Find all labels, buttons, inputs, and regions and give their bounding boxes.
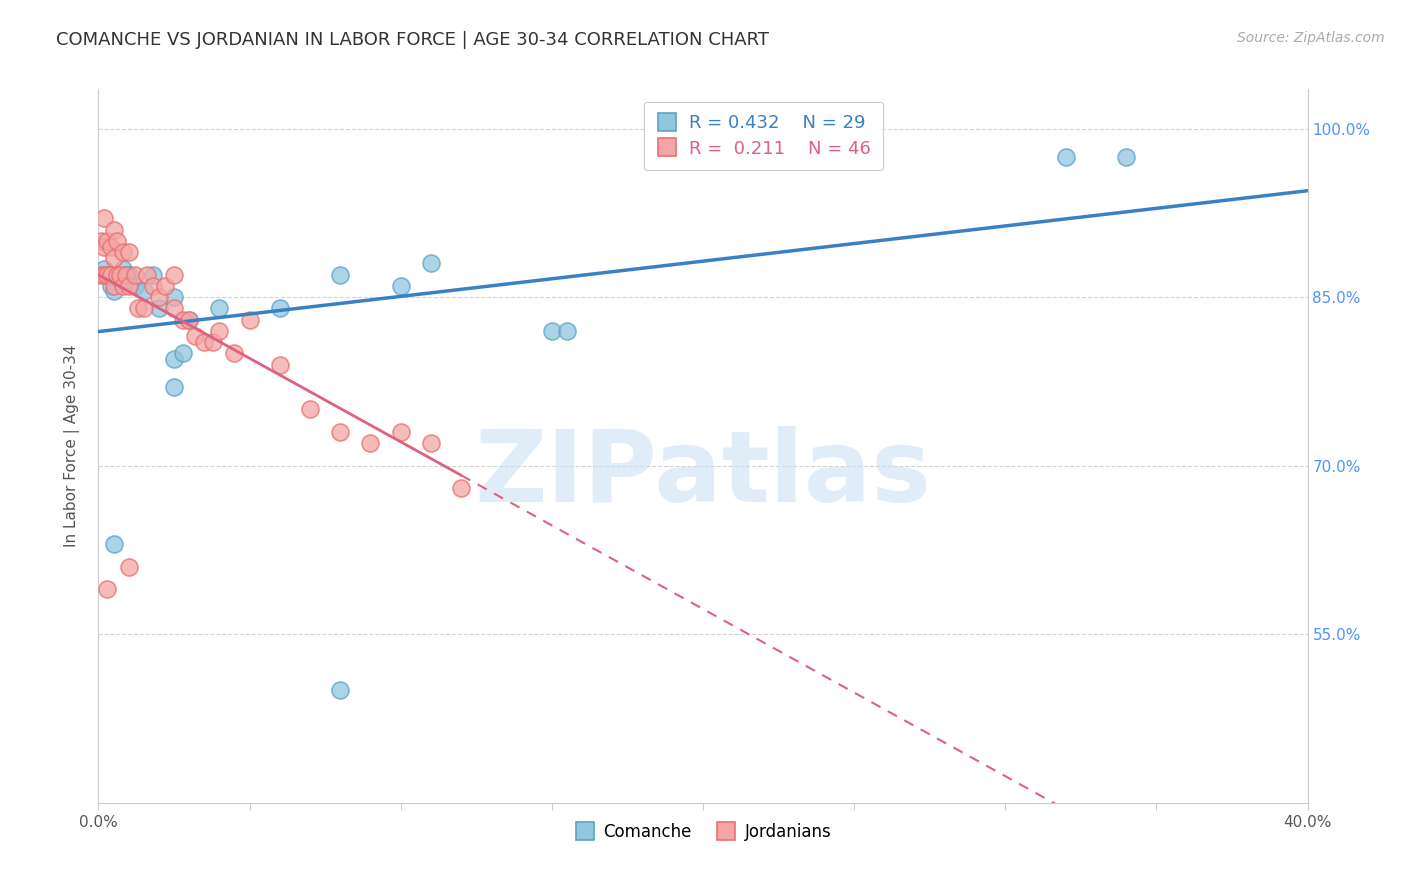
Point	[179, 312, 201, 326]
Point	[111, 262, 134, 277]
Point	[555, 324, 578, 338]
Point	[132, 301, 155, 316]
Point	[105, 234, 128, 248]
Point	[193, 334, 215, 349]
Point	[103, 222, 125, 236]
Point	[172, 346, 194, 360]
Point	[105, 268, 128, 282]
Point	[389, 278, 412, 293]
Text: COMANCHE VS JORDANIAN IN LABOR FORCE | AGE 30-34 CORRELATION CHART: COMANCHE VS JORDANIAN IN LABOR FORCE | A…	[56, 31, 769, 49]
Point	[329, 683, 352, 698]
Point	[96, 234, 118, 248]
Point	[172, 312, 194, 326]
Point	[420, 436, 443, 450]
Point	[103, 285, 125, 299]
Point	[329, 425, 352, 439]
Point	[100, 239, 122, 253]
Point	[105, 268, 128, 282]
Point	[1115, 150, 1137, 164]
Text: ZIPatlas: ZIPatlas	[475, 426, 931, 523]
Point	[208, 324, 231, 338]
Point	[124, 278, 146, 293]
Point	[135, 268, 157, 282]
Point	[118, 278, 141, 293]
Point	[184, 329, 207, 343]
Point	[299, 402, 322, 417]
Point	[202, 334, 225, 349]
Point	[118, 245, 141, 260]
Point	[118, 559, 141, 574]
Point	[179, 312, 201, 326]
Point	[100, 278, 122, 293]
Legend: Comanche, Jordanians: Comanche, Jordanians	[568, 817, 838, 848]
Point	[93, 268, 115, 282]
Point	[163, 351, 186, 366]
Point	[103, 251, 125, 265]
Point	[132, 285, 155, 299]
Point	[153, 278, 176, 293]
Point	[108, 268, 131, 282]
Point	[93, 239, 115, 253]
Point	[111, 245, 134, 260]
Point	[93, 262, 115, 277]
Point	[96, 268, 118, 282]
Point	[108, 273, 131, 287]
Point	[103, 537, 125, 551]
Point	[450, 481, 472, 495]
Point	[360, 436, 382, 450]
Point	[90, 268, 112, 282]
Point	[329, 268, 352, 282]
Point	[269, 358, 291, 372]
Point	[389, 425, 412, 439]
Point	[93, 211, 115, 226]
Point	[208, 301, 231, 316]
Point	[124, 268, 146, 282]
Point	[239, 312, 262, 326]
Point	[118, 268, 141, 282]
Point	[103, 278, 125, 293]
Point	[163, 268, 186, 282]
Point	[1054, 150, 1077, 164]
Point	[100, 268, 122, 282]
Point	[114, 268, 136, 282]
Point	[142, 278, 165, 293]
Point	[148, 301, 170, 316]
Point	[127, 301, 149, 316]
Y-axis label: In Labor Force | Age 30-34: In Labor Force | Age 30-34	[63, 344, 80, 548]
Point	[224, 346, 246, 360]
Point	[163, 290, 186, 304]
Point	[90, 234, 112, 248]
Point	[96, 582, 118, 597]
Text: Source: ZipAtlas.com: Source: ZipAtlas.com	[1237, 31, 1385, 45]
Point	[540, 324, 562, 338]
Point	[114, 268, 136, 282]
Point	[111, 278, 134, 293]
Point	[163, 301, 186, 316]
Point	[420, 256, 443, 270]
Point	[96, 268, 118, 282]
Point	[142, 268, 165, 282]
Point	[269, 301, 291, 316]
Point	[163, 380, 186, 394]
Point	[148, 290, 170, 304]
